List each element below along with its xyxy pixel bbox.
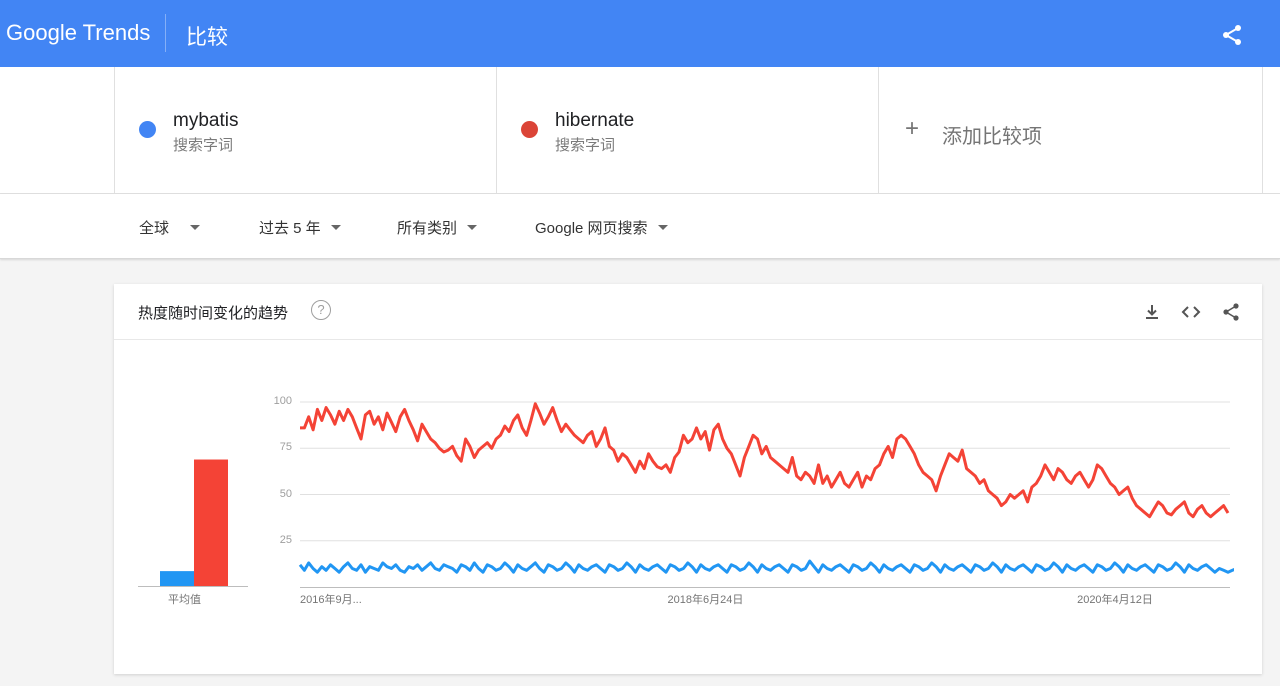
x-tick-label: 2018年6月24日	[667, 594, 744, 606]
series-line-mybatis	[298, 559, 1234, 574]
dropdown-caret-icon	[330, 224, 341, 230]
term-type: 搜索字词	[173, 137, 234, 154]
y-tick-label: 75	[279, 441, 292, 454]
term-name: hibernate	[555, 110, 635, 131]
page-title: 比较	[186, 26, 228, 49]
y-tick-label: 25	[279, 533, 292, 546]
add-comparison-label: 添加比较项	[942, 126, 1042, 148]
y-tick-label: 100	[273, 395, 292, 407]
filter-region[interactable]: 全球	[139, 217, 201, 238]
google-trends-logo[interactable]: Google Trends	[6, 20, 151, 45]
interest-over-time-card: 热度随时间变化的趋势 ? 平均值 100 75 50 25 2016年9月... 2018…	[114, 284, 1262, 674]
dropdown-caret-icon	[190, 224, 201, 230]
dropdown-caret-icon	[657, 224, 668, 230]
x-tick-label: 2016年9月...	[300, 594, 362, 606]
filters-bar: 全球 过去 5 年 所有类别 Google 网页搜索	[0, 194, 1280, 259]
trend-line-chart	[298, 401, 1234, 588]
avg-bar-mybatis	[160, 571, 194, 586]
dropdown-caret-icon	[467, 224, 478, 230]
x-tick-label: 2020年4月12日	[1077, 594, 1153, 606]
add-comparison-button[interactable]: + 添加比较项	[878, 67, 1263, 193]
y-tick-label: 50	[279, 487, 292, 500]
term-type: 搜索字词	[555, 137, 616, 154]
avg-bar-hibernate	[194, 459, 228, 586]
app-header: Google Trends 比较	[0, 0, 1280, 67]
card-divider	[114, 339, 1262, 340]
series-line-hibernate	[300, 402, 1230, 519]
series-color-dot	[521, 121, 538, 138]
download-icon[interactable]	[1142, 302, 1162, 322]
card-title: 热度随时间变化的趋势	[138, 305, 289, 322]
card-share-icon[interactable]	[1221, 302, 1241, 322]
average-bar-chart	[138, 459, 248, 587]
term-name: mybatis	[173, 110, 239, 131]
header-divider	[165, 14, 166, 52]
share-icon[interactable]	[1220, 23, 1244, 47]
search-terms-bar: mybatis 搜索字词 hibernate 搜索字词 + 添加比较项	[0, 67, 1280, 194]
filter-time-range[interactable]: 过去 5 年	[259, 217, 341, 238]
series-color-dot	[139, 121, 156, 138]
embed-icon[interactable]	[1181, 302, 1201, 322]
average-label: 平均值	[168, 594, 201, 606]
plus-icon: +	[905, 115, 920, 142]
filter-search-type[interactable]: Google 网页搜索	[535, 217, 668, 238]
filter-category[interactable]: 所有类别	[397, 217, 478, 238]
term-mybatis[interactable]: mybatis 搜索字词	[114, 67, 497, 193]
help-icon[interactable]: ?	[311, 300, 331, 320]
term-hibernate[interactable]: hibernate 搜索字词	[496, 67, 879, 193]
